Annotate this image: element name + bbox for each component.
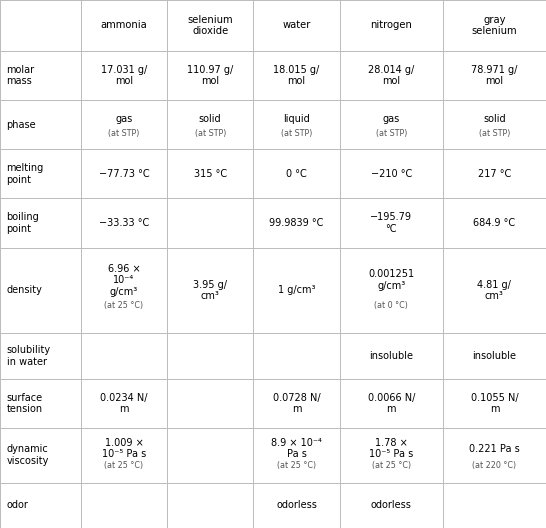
Text: solid: solid (483, 114, 506, 124)
Text: −33.33 °C: −33.33 °C (99, 218, 149, 228)
Text: (at STP): (at STP) (194, 129, 226, 138)
Text: dynamic
viscosity: dynamic viscosity (7, 445, 49, 466)
Text: 0 °C: 0 °C (286, 169, 307, 179)
Text: 18.015 g/
mol: 18.015 g/ mol (274, 65, 319, 87)
Text: (at 25 °C): (at 25 °C) (277, 460, 316, 469)
Text: 217 °C: 217 °C (478, 169, 511, 179)
Text: (at 25 °C): (at 25 °C) (372, 460, 411, 469)
Text: (at STP): (at STP) (479, 129, 510, 138)
Text: (at 25 °C): (at 25 °C) (104, 460, 144, 469)
Text: 4.81 g/
cm³: 4.81 g/ cm³ (477, 280, 512, 301)
Text: nitrogen: nitrogen (370, 21, 412, 31)
Text: density: density (7, 286, 43, 296)
Text: 1.78 ×
10⁻⁵ Pa s: 1.78 × 10⁻⁵ Pa s (369, 438, 413, 459)
Text: 6.96 ×
10⁻⁴
g/cm³: 6.96 × 10⁻⁴ g/cm³ (108, 263, 140, 297)
Text: water: water (282, 21, 311, 31)
Text: odorless: odorless (276, 501, 317, 510)
Text: insoluble: insoluble (369, 351, 413, 361)
Text: (at STP): (at STP) (376, 129, 407, 138)
Text: (at 25 °C): (at 25 °C) (104, 301, 144, 310)
Text: ammonia: ammonia (100, 21, 147, 31)
Text: 0.1055 N/
m: 0.1055 N/ m (471, 392, 518, 414)
Text: 1.009 ×
10⁻⁵ Pa s: 1.009 × 10⁻⁵ Pa s (102, 438, 146, 459)
Text: phase: phase (7, 120, 36, 130)
Text: molar
mass: molar mass (7, 65, 35, 87)
Text: solid: solid (199, 114, 222, 124)
Text: 0.0234 N/
m: 0.0234 N/ m (100, 392, 147, 414)
Text: 0.0066 N/
m: 0.0066 N/ m (367, 392, 415, 414)
Text: odorless: odorless (371, 501, 412, 510)
Text: (at 0 °C): (at 0 °C) (374, 301, 408, 310)
Text: 0.221 Pa s: 0.221 Pa s (469, 444, 520, 454)
Text: solubility
in water: solubility in water (7, 345, 51, 367)
Text: 110.97 g/
mol: 110.97 g/ mol (187, 65, 233, 87)
Text: 0.001251
g/cm³: 0.001251 g/cm³ (368, 269, 414, 291)
Text: 315 °C: 315 °C (194, 169, 227, 179)
Text: insoluble: insoluble (472, 351, 517, 361)
Text: 99.9839 °C: 99.9839 °C (269, 218, 324, 228)
Text: −77.73 °C: −77.73 °C (99, 169, 149, 179)
Text: selenium
dioxide: selenium dioxide (187, 15, 233, 36)
Text: liquid: liquid (283, 114, 310, 124)
Text: (at STP): (at STP) (108, 129, 140, 138)
Text: 1 g/cm³: 1 g/cm³ (278, 286, 315, 296)
Text: 28.014 g/
mol: 28.014 g/ mol (368, 65, 414, 87)
Text: gas: gas (115, 114, 133, 124)
Text: −210 °C: −210 °C (371, 169, 412, 179)
Text: surface
tension: surface tension (7, 392, 43, 414)
Text: (at STP): (at STP) (281, 129, 312, 138)
Text: 684.9 °C: 684.9 °C (473, 218, 515, 228)
Text: (at 220 °C): (at 220 °C) (472, 460, 517, 469)
Text: melting
point: melting point (7, 163, 44, 185)
Text: 78.971 g/
mol: 78.971 g/ mol (471, 65, 518, 87)
Text: gas: gas (383, 114, 400, 124)
Text: odor: odor (7, 501, 28, 510)
Text: 17.031 g/
mol: 17.031 g/ mol (101, 65, 147, 87)
Text: 8.9 × 10⁻⁴
Pa s: 8.9 × 10⁻⁴ Pa s (271, 438, 322, 459)
Text: 0.0728 N/
m: 0.0728 N/ m (272, 392, 321, 414)
Text: boiling
point: boiling point (7, 212, 39, 234)
Text: −195.79
°C: −195.79 °C (370, 212, 412, 234)
Text: 3.95 g/
cm³: 3.95 g/ cm³ (193, 280, 227, 301)
Text: gray
selenium: gray selenium (472, 15, 517, 36)
